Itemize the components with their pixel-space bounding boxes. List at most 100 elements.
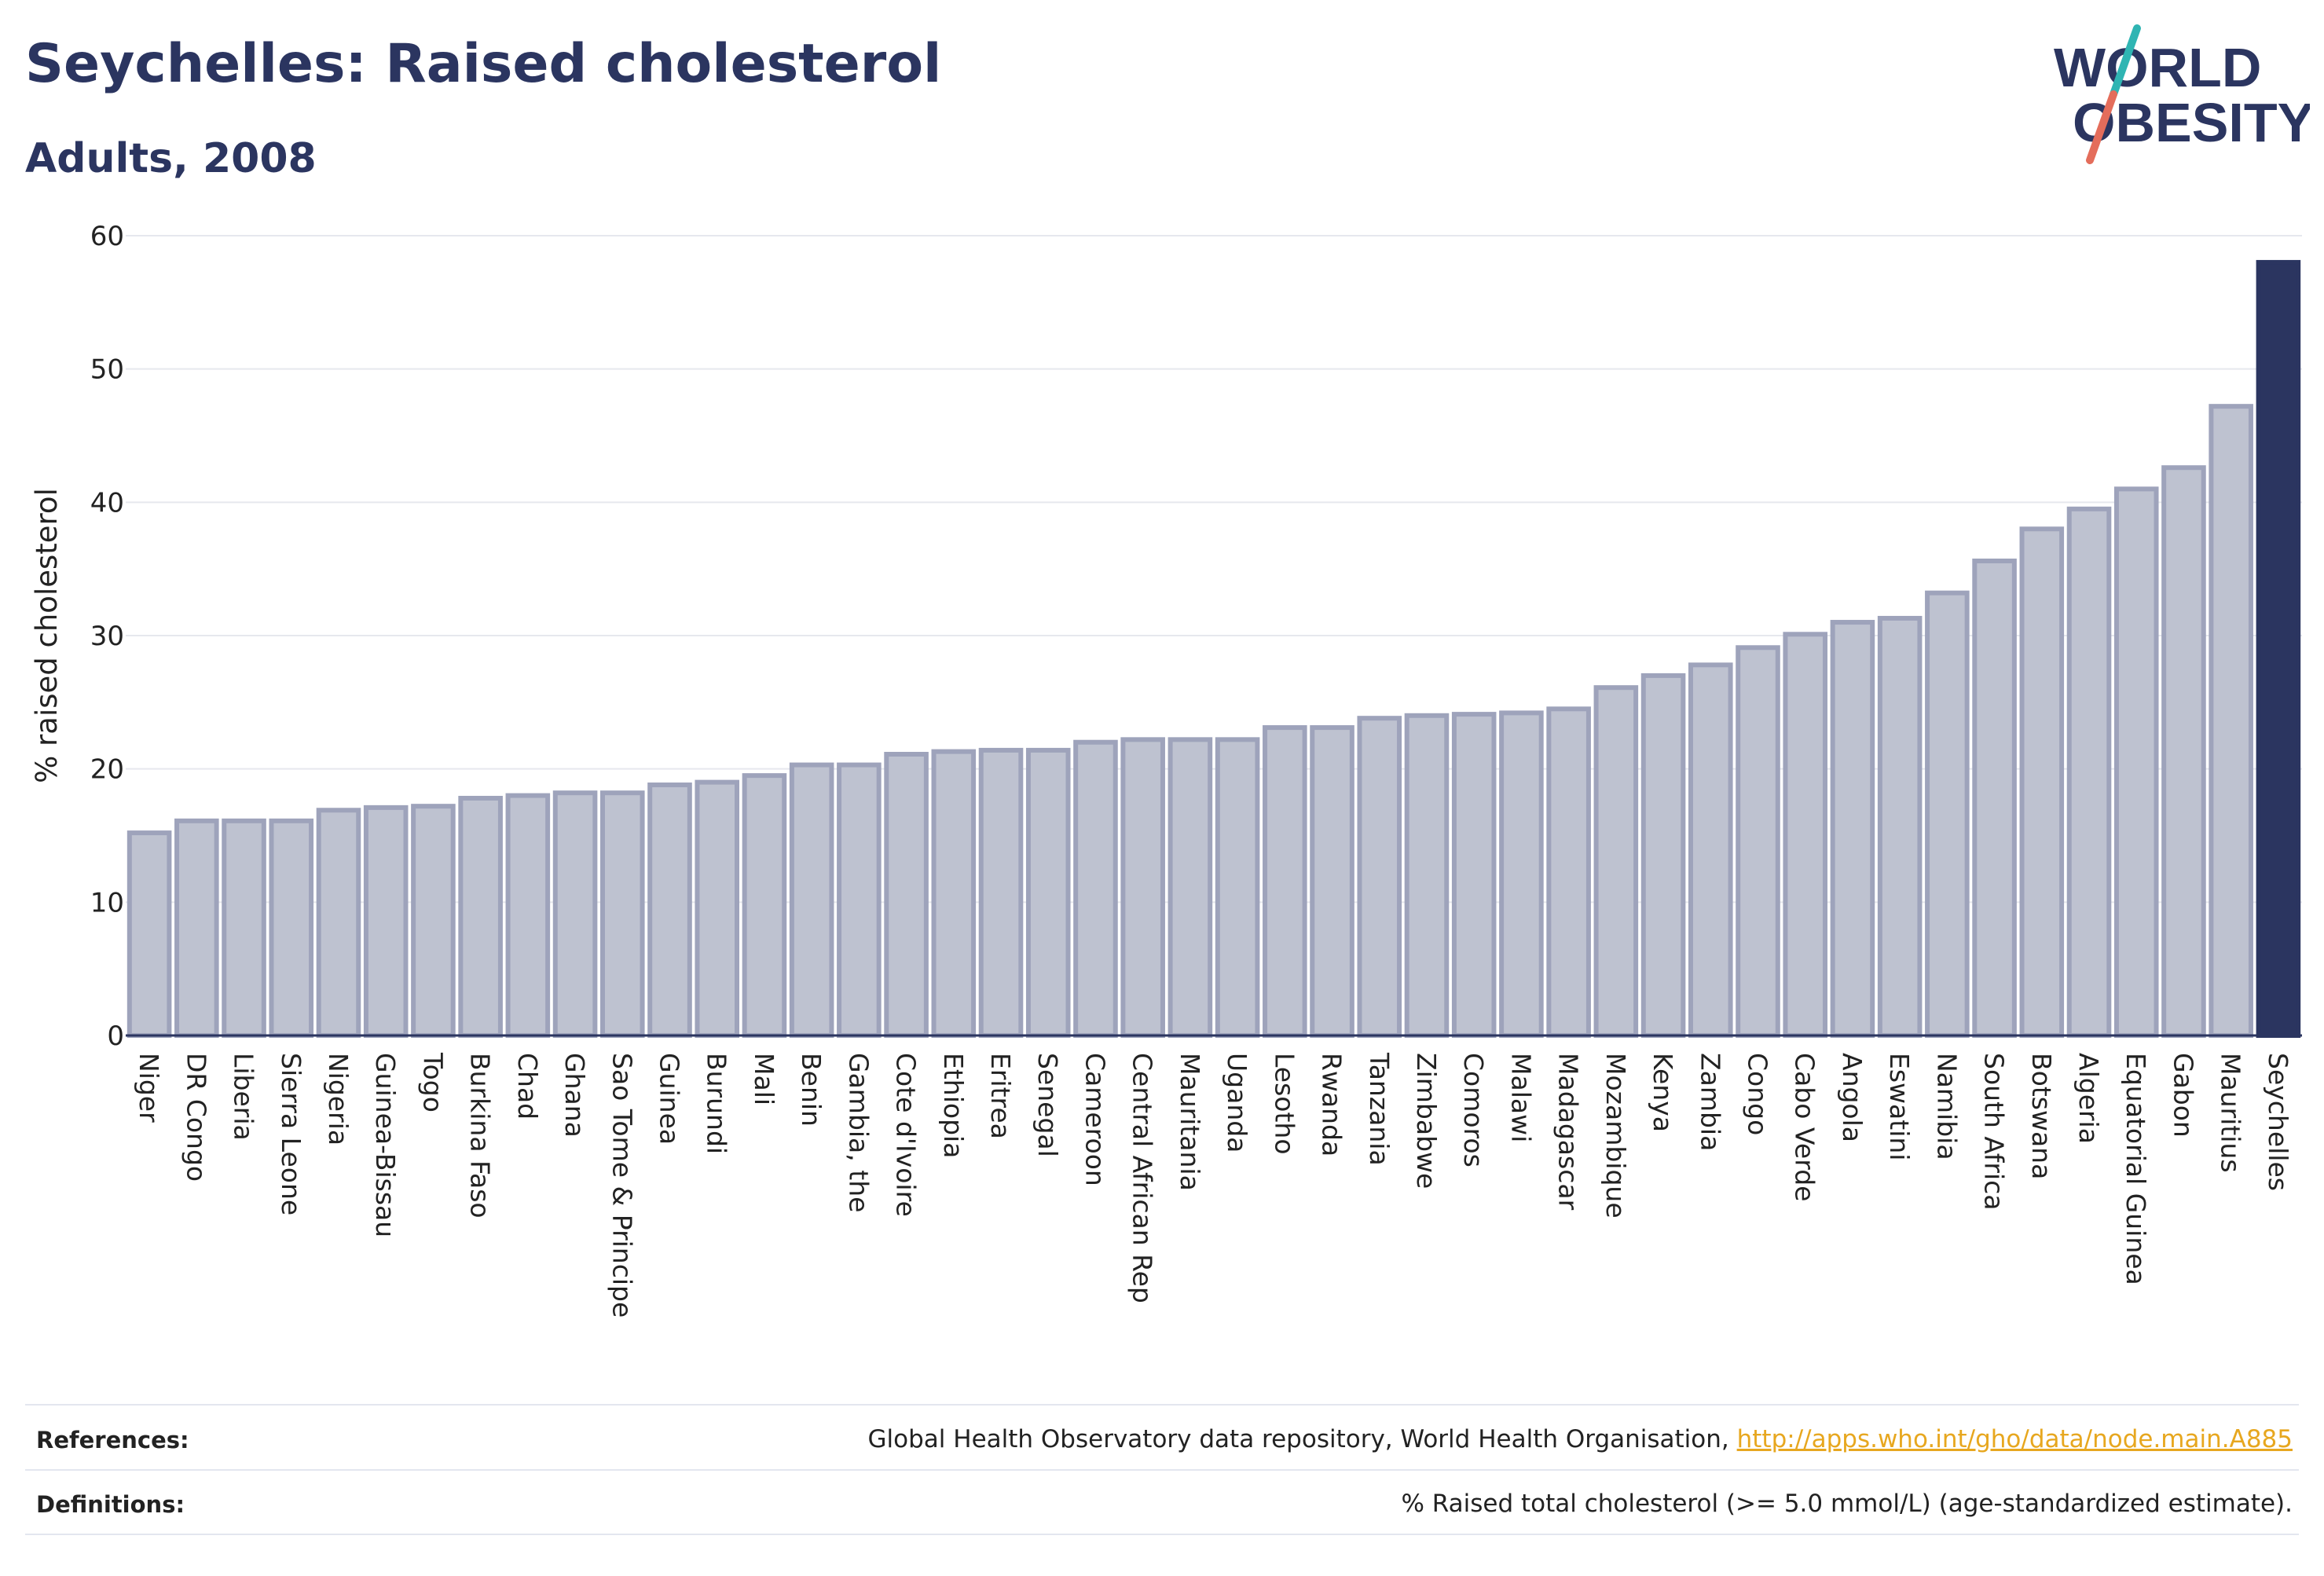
- bar-kenya[interactable]: [1640, 673, 1686, 1039]
- bar-chad[interactable]: [505, 793, 551, 1038]
- x-tick-label: Uganda: [1222, 1053, 1252, 1153]
- bar-equatorial-guinea[interactable]: [2113, 486, 2159, 1038]
- x-tick-label: Tanzania: [1364, 1052, 1395, 1166]
- x-tick-label: Comoros: [1458, 1053, 1489, 1167]
- y-tick-label: 50: [90, 354, 124, 386]
- x-tick-label: Gambia, the: [843, 1053, 874, 1212]
- logo-slash-coral: [2086, 90, 2117, 164]
- x-tick-label: Ethiopia: [938, 1053, 969, 1158]
- x-axis-ticks: Niger DR Congo Liberia Sierra Leone Nigeria G…: [134, 1052, 2293, 1318]
- x-tick-label: Cameroon: [1080, 1053, 1110, 1186]
- x-tick-label: Central African Rep: [1127, 1053, 1158, 1303]
- bar-senegal[interactable]: [1025, 747, 1071, 1038]
- chart-bars: [126, 259, 2301, 1039]
- bar-nigeria[interactable]: [316, 808, 361, 1038]
- references-value: Global Health Observatory data repositor…: [868, 1425, 2293, 1453]
- bar-mauritius[interactable]: [2209, 404, 2253, 1038]
- references-label: References:: [36, 1427, 189, 1453]
- x-tick-label: Eswatini: [1884, 1053, 1915, 1160]
- bar-comoros[interactable]: [1451, 712, 1497, 1038]
- bar-liberia[interactable]: [222, 818, 266, 1038]
- footer-divider-bottom: [25, 1534, 2299, 1535]
- x-tick-label: Guinea-Bissau: [370, 1053, 401, 1237]
- bar-tanzania[interactable]: [1357, 716, 1402, 1039]
- bar-dr-congo[interactable]: [174, 818, 219, 1038]
- bar-guinea[interactable]: [647, 783, 692, 1038]
- y-axis-label: % raised cholesterol: [30, 488, 64, 783]
- y-axis-ticks: 0 10 20 30 40 50 60: [90, 221, 124, 1052]
- bar-seychelles[interactable]: [2256, 259, 2301, 1038]
- bar-ethiopia[interactable]: [931, 749, 977, 1038]
- bar-gambia-the[interactable]: [837, 762, 882, 1038]
- bar-cote-d-ivoire[interactable]: [884, 752, 929, 1039]
- x-tick-label: Madagascar: [1553, 1053, 1584, 1211]
- x-tick-label: Chad: [512, 1053, 543, 1120]
- bar-niger[interactable]: [126, 830, 172, 1039]
- x-tick-label: Cabo Verde: [1790, 1053, 1820, 1201]
- y-tick-label: 60: [90, 221, 124, 252]
- bar-congo[interactable]: [1736, 645, 1780, 1039]
- x-tick-label: Eritrea: [985, 1053, 1016, 1139]
- y-tick-label: 40: [90, 487, 124, 519]
- x-tick-label: Burundi: [702, 1053, 732, 1154]
- footer-divider-top: [25, 1404, 2299, 1406]
- x-tick-label: South Africa: [1979, 1053, 2010, 1211]
- bar-namibia[interactable]: [1925, 590, 1970, 1038]
- bar-mozambique[interactable]: [1593, 685, 1639, 1038]
- x-tick-label: Rwanda: [1317, 1053, 1347, 1156]
- bar-south-africa[interactable]: [1972, 558, 2017, 1038]
- references-link[interactable]: http://apps.who.int/gho/data/node.main.A…: [1736, 1425, 2293, 1453]
- bar-lesotho[interactable]: [1263, 725, 1307, 1038]
- bar-eswatini[interactable]: [1877, 615, 1923, 1038]
- x-tick-label: Sierra Leone: [276, 1053, 306, 1215]
- bar-guinea-bissau[interactable]: [363, 804, 409, 1038]
- bar-chart: 0 10 20 30 40 50 60 Niger DR Congo Liberia Sierra…: [30, 221, 2302, 1318]
- bar-uganda[interactable]: [1215, 737, 1260, 1039]
- bar-cameroon[interactable]: [1073, 739, 1118, 1038]
- bar-central-african-rep[interactable]: [1120, 737, 1165, 1039]
- bar-togo[interactable]: [411, 804, 456, 1038]
- bar-angola[interactable]: [1830, 620, 1875, 1038]
- x-tick-label: Guinea: [654, 1053, 685, 1145]
- bar-mauritania[interactable]: [1167, 737, 1213, 1039]
- x-tick-label: Ghana: [559, 1053, 590, 1138]
- bar-eritrea[interactable]: [978, 747, 1024, 1038]
- bar-zambia[interactable]: [1688, 662, 1733, 1038]
- definitions-value: % Raised total cholesterol (>= 5.0 mmol/…: [1401, 1490, 2293, 1518]
- bar-burkina-faso[interactable]: [458, 795, 503, 1038]
- page-subtitle: Adults, 2008: [25, 135, 317, 182]
- bar-sao-tome-principe[interactable]: [599, 790, 645, 1038]
- y-tick-label: 30: [90, 621, 124, 652]
- bar-algeria[interactable]: [2066, 506, 2112, 1038]
- y-tick-label: 10: [90, 887, 124, 918]
- bar-madagascar[interactable]: [1546, 706, 1591, 1038]
- x-tick-label: Cote d'Ivoire: [891, 1053, 922, 1217]
- x-tick-label: Nigeria: [323, 1053, 354, 1145]
- logo-slash-teal: [2110, 24, 2141, 98]
- bar-botswana[interactable]: [2019, 526, 2065, 1038]
- bar-benin[interactable]: [789, 762, 834, 1038]
- x-tick-label: Zimbabwe: [1411, 1053, 1442, 1189]
- x-tick-label: Algeria: [2073, 1053, 2104, 1144]
- x-tick-label: Botswana: [2026, 1053, 2057, 1179]
- x-tick-label: Malawi: [1505, 1053, 1536, 1142]
- bar-gabon[interactable]: [2161, 465, 2206, 1038]
- x-tick-label: Senegal: [1032, 1053, 1063, 1157]
- bar-zimbabwe[interactable]: [1404, 713, 1450, 1038]
- bar-cabo-verde[interactable]: [1783, 632, 1828, 1038]
- x-tick-label: Sao Tome & Principe: [607, 1053, 637, 1318]
- x-tick-label: Seychelles: [2263, 1053, 2293, 1191]
- world-obesity-logo: WORLD OBESITY: [2054, 24, 2310, 164]
- x-tick-label: Lesotho: [1269, 1053, 1299, 1155]
- bar-rwanda[interactable]: [1310, 725, 1354, 1038]
- bar-ghana[interactable]: [552, 790, 598, 1038]
- bar-sierra-leone[interactable]: [269, 818, 314, 1038]
- bar-burundi[interactable]: [695, 779, 740, 1039]
- definitions-label: Definitions:: [36, 1491, 185, 1518]
- logo-word-world: WORLD: [2054, 37, 2261, 98]
- bar-malawi[interactable]: [1499, 710, 1544, 1038]
- y-tick-label: 0: [107, 1021, 124, 1052]
- x-tick-label: Kenya: [1648, 1053, 1678, 1132]
- bar-mali[interactable]: [742, 773, 787, 1039]
- x-tick-label: Gabon: [2168, 1053, 2198, 1138]
